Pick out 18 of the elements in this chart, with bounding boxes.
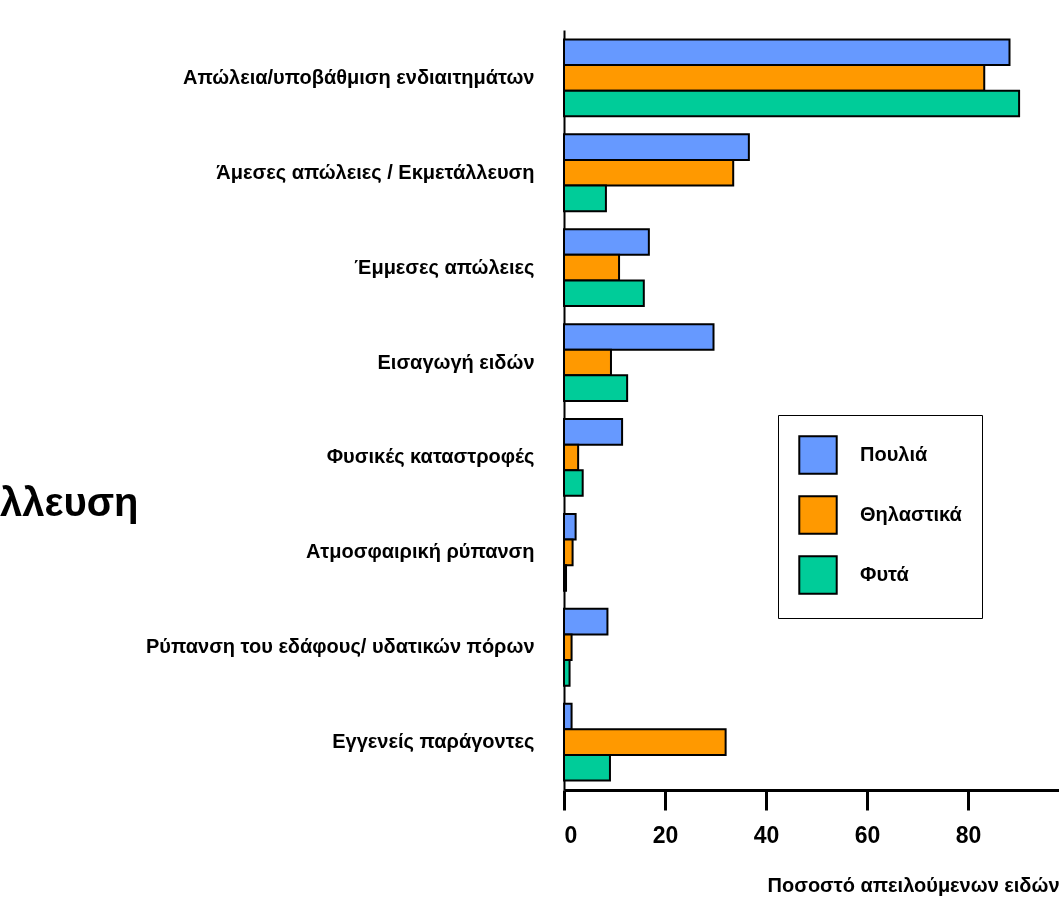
x-tick-label: 40 bbox=[753, 821, 780, 848]
x-axis-title: Ποσοστό απειλούμενων ειδών bbox=[767, 873, 1059, 896]
x-tick-label: 60 bbox=[854, 821, 881, 848]
text: λλευση bbox=[0, 480, 139, 525]
x-tick-label: 0 bbox=[564, 821, 578, 848]
legend-label: Πουλιά bbox=[860, 443, 928, 465]
legend-label: Φυτά bbox=[860, 563, 910, 585]
y-tick-label: Απώλεια/υποβάθμιση ενδιαιτημάτων bbox=[182, 65, 535, 88]
y-tick-label: Εγγενείς παράγοντες bbox=[332, 730, 535, 753]
y-tick-label: Φυσικές καταστροφές bbox=[326, 445, 535, 468]
legend-label: Θηλαστικά bbox=[860, 503, 963, 525]
x-tick-label: 20 bbox=[652, 821, 679, 848]
y-tick-label: Ρύπανση του εδάφους/ υδατικών πόρων bbox=[145, 635, 535, 658]
y-tick-label: Ατμοσφαιρική ρύπανση bbox=[305, 540, 535, 563]
y-tick-label: Έμμεσες απώλειες bbox=[354, 255, 535, 278]
x-tick-label: 80 bbox=[955, 821, 982, 848]
y-tick-label: Άμεσες απώλειες / Εκμετάλλευση bbox=[216, 160, 535, 183]
y-tick-label: Εισαγωγή ειδών bbox=[377, 350, 535, 373]
